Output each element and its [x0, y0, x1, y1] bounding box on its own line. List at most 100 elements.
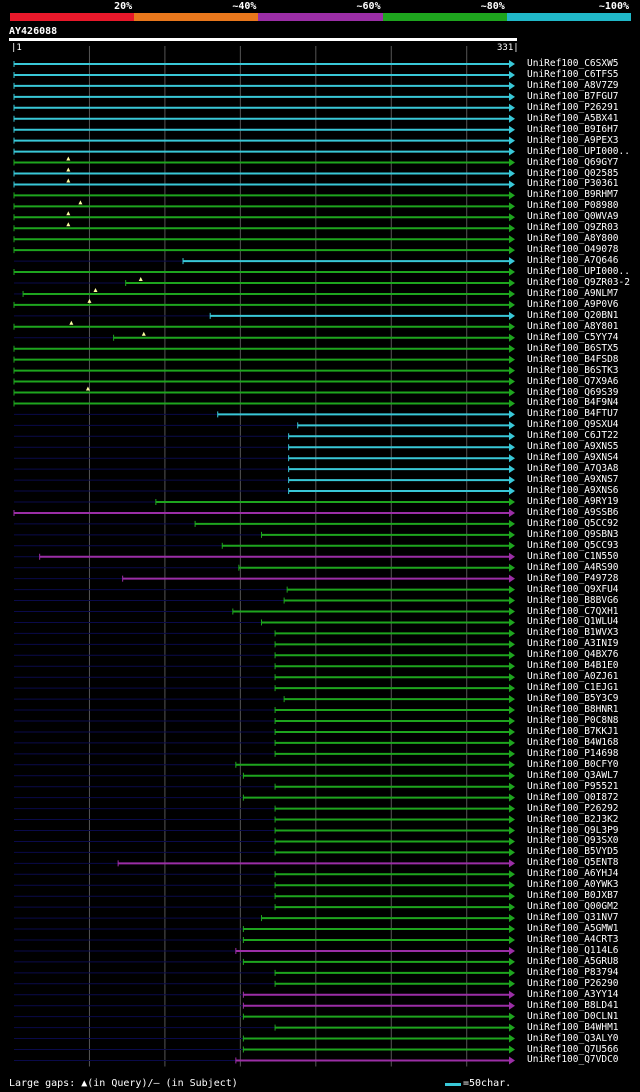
- hit-label[interactable]: UniRef100_A3YY14: [527, 988, 619, 1000]
- hit-label[interactable]: UniRef100_B4FTU7: [527, 408, 619, 420]
- hit-label[interactable]: UniRef100_A7Q3A8: [527, 463, 619, 475]
- hit-label[interactable]: UniRef100_A3INI9: [527, 638, 619, 650]
- hit-label[interactable]: UniRef100_A8Y800: [527, 233, 619, 245]
- hit-label[interactable]: UniRef100_P30361: [527, 178, 619, 190]
- hit-label[interactable]: UniRef100_A9SSB6: [527, 506, 619, 518]
- scale-note: =50char.: [463, 1078, 512, 1089]
- hit-label[interactable]: UniRef100_Q3ALY0: [527, 1032, 619, 1044]
- hit-label[interactable]: UniRef100_Q7VDC0: [527, 1054, 619, 1066]
- hit-label[interactable]: UniRef100_Q1WLU4: [527, 616, 619, 628]
- hit-label[interactable]: UniRef100_A6YHJ4: [527, 868, 619, 880]
- hit-label[interactable]: UniRef100_A0ZJ61: [527, 671, 619, 683]
- hit-label[interactable]: UniRef100_Q9ZR03-2: [527, 277, 630, 288]
- hit-label[interactable]: UniRef100_P83794: [527, 966, 619, 978]
- hit-label[interactable]: UniRef100_Q69S39: [527, 386, 619, 398]
- hit-label[interactable]: UniRef100_P26290: [527, 977, 619, 989]
- hit-label[interactable]: UniRef100_Q02585: [527, 167, 619, 179]
- hit-label[interactable]: UniRef100_C6JT22: [527, 430, 619, 442]
- hit-label[interactable]: UniRef100_A9P0V6: [527, 298, 619, 310]
- hit-label[interactable]: UniRef100_P49728: [527, 572, 619, 584]
- hit-label[interactable]: UniRef100_B0CFY0: [527, 758, 619, 770]
- hit-label[interactable]: UniRef100_B0JXB7: [527, 890, 619, 902]
- hit-label[interactable]: UniRef100_B8BVG6: [527, 594, 619, 606]
- hit-label[interactable]: UniRef100_A5GRU8: [527, 955, 619, 967]
- hit-label[interactable]: UniRef100_A9XNS6: [527, 485, 619, 497]
- hit-label[interactable]: UniRef100_Q5CC92: [527, 517, 619, 529]
- hit-label[interactable]: UniRef100_Q0I872: [527, 791, 619, 803]
- hit-label[interactable]: UniRef100_UPI000..: [527, 145, 630, 157]
- hit-label[interactable]: UniRef100_Q9ZR03: [527, 222, 619, 234]
- hit-label[interactable]: UniRef100_A9PEX3: [527, 134, 619, 146]
- hit-label[interactable]: UniRef100_B7KKJ1: [527, 725, 619, 737]
- hit-arrow: [509, 114, 515, 123]
- hit-label[interactable]: UniRef100_Q9SXU4: [527, 419, 619, 431]
- hit-label[interactable]: UniRef100_Q5CC93: [527, 539, 619, 551]
- hit-label[interactable]: UniRef100_A8V7Z9: [527, 79, 619, 91]
- hit-arrow: [509, 826, 515, 835]
- hit-label[interactable]: UniRef100_A8Y801: [527, 320, 619, 332]
- hit-label[interactable]: UniRef100_B4FSD8: [527, 353, 619, 365]
- hit-label[interactable]: UniRef100_Q4BX76: [527, 649, 619, 661]
- hit-label[interactable]: UniRef100_B4B1E0: [527, 660, 619, 672]
- hit-label[interactable]: UniRef100_B4W168: [527, 736, 619, 748]
- hit-arrow: [509, 870, 515, 879]
- hit-label[interactable]: UniRef100_C5YY74: [527, 331, 619, 343]
- hit-label[interactable]: UniRef100_C6TFS5: [527, 68, 619, 80]
- hit-label[interactable]: UniRef100_A9XNS5: [527, 441, 619, 453]
- hit-label[interactable]: UniRef100_Q3AWL7: [527, 769, 619, 781]
- hit-label[interactable]: UniRef100_B9RHM7: [527, 189, 619, 201]
- hit-label[interactable]: UniRef100_C1EJG1: [527, 682, 619, 694]
- hit-label[interactable]: UniRef100_Q00GM2: [527, 901, 619, 913]
- hit-label[interactable]: UniRef100_A9XNS4: [527, 452, 619, 464]
- hit-label[interactable]: UniRef100_D0CLN1: [527, 1010, 619, 1022]
- hit-label[interactable]: UniRef100_Q7X9A6: [527, 375, 619, 387]
- hit-label[interactable]: UniRef100_P95521: [527, 780, 619, 792]
- hit-label[interactable]: UniRef100_C7QXH1: [527, 605, 619, 617]
- hit-label[interactable]: UniRef100_UPI000..: [527, 266, 630, 278]
- hit-label[interactable]: UniRef100_P14698: [527, 747, 619, 759]
- hit-label[interactable]: UniRef100_A9RY19: [527, 496, 619, 507]
- hit-label[interactable]: UniRef100_P0C8N8: [527, 715, 619, 726]
- hit-label[interactable]: UniRef100_B1WVX3: [527, 627, 619, 639]
- hit-label[interactable]: UniRef100_Q0WVA9: [527, 211, 619, 223]
- hit-label[interactable]: UniRef100_C1N550: [527, 550, 619, 562]
- hit-label[interactable]: UniRef100_Q114L6: [527, 944, 619, 956]
- hit-label[interactable]: UniRef100_A5BX41: [527, 112, 619, 124]
- hit-label[interactable]: UniRef100_B8LD41: [527, 999, 619, 1011]
- hit-label[interactable]: UniRef100_O49078: [527, 244, 619, 256]
- ruler-start: |1: [11, 43, 22, 53]
- hit-label[interactable]: UniRef100_Q9SBN3: [527, 528, 619, 540]
- hit-label[interactable]: UniRef100_A9XNS7: [527, 474, 619, 486]
- hit-label[interactable]: UniRef100_Q93SX0: [527, 835, 619, 847]
- hit-label[interactable]: UniRef100_A7Q646: [527, 255, 619, 267]
- hit-label[interactable]: UniRef100_Q69GY7: [527, 156, 619, 168]
- hit-label[interactable]: UniRef100_A9NLM7: [527, 287, 619, 299]
- hit-label[interactable]: UniRef100_B9I6H7: [527, 123, 619, 135]
- hit-arrow: [509, 618, 515, 627]
- hit-label[interactable]: UniRef100_B7FGU7: [527, 90, 619, 102]
- hit-label[interactable]: UniRef100_A0YWK3: [527, 879, 619, 891]
- hit-label[interactable]: UniRef100_Q7U566: [527, 1043, 619, 1055]
- hit-label[interactable]: UniRef100_A4RS90: [527, 561, 619, 573]
- hit-label[interactable]: UniRef100_A5GMW1: [527, 923, 619, 935]
- hit-label[interactable]: UniRef100_P26291: [527, 101, 619, 113]
- hit-label[interactable]: UniRef100_C6SXW5: [527, 58, 619, 69]
- hit-label[interactable]: UniRef100_Q9L3P9: [527, 824, 619, 836]
- hit-label[interactable]: UniRef100_Q31NV7: [527, 912, 619, 924]
- hit-label[interactable]: UniRef100_Q5ENT8: [527, 857, 619, 869]
- hit-label[interactable]: UniRef100_P26292: [527, 802, 619, 814]
- hit-label[interactable]: UniRef100_B5VYD5: [527, 846, 619, 858]
- hit-arrow: [509, 246, 515, 255]
- hit-label[interactable]: UniRef100_B8HNR1: [527, 704, 619, 716]
- hit-label[interactable]: UniRef100_B4WHM1: [527, 1021, 619, 1033]
- hit-label[interactable]: UniRef100_B2J3K2: [527, 813, 619, 825]
- hit-label[interactable]: UniRef100_B5Y3C9: [527, 693, 619, 705]
- hit-label[interactable]: UniRef100_Q9XFU4: [527, 583, 619, 595]
- hit-arrow: [509, 81, 515, 90]
- hit-label[interactable]: UniRef100_B4F9N4: [527, 397, 619, 409]
- hit-label[interactable]: UniRef100_B6STX5: [527, 342, 619, 354]
- hit-label[interactable]: UniRef100_B6STK3: [527, 364, 619, 376]
- hit-label[interactable]: UniRef100_A4CRT3: [527, 934, 619, 945]
- hit-label[interactable]: UniRef100_P08980: [527, 200, 619, 212]
- hit-label[interactable]: UniRef100_Q20BN1: [527, 309, 619, 321]
